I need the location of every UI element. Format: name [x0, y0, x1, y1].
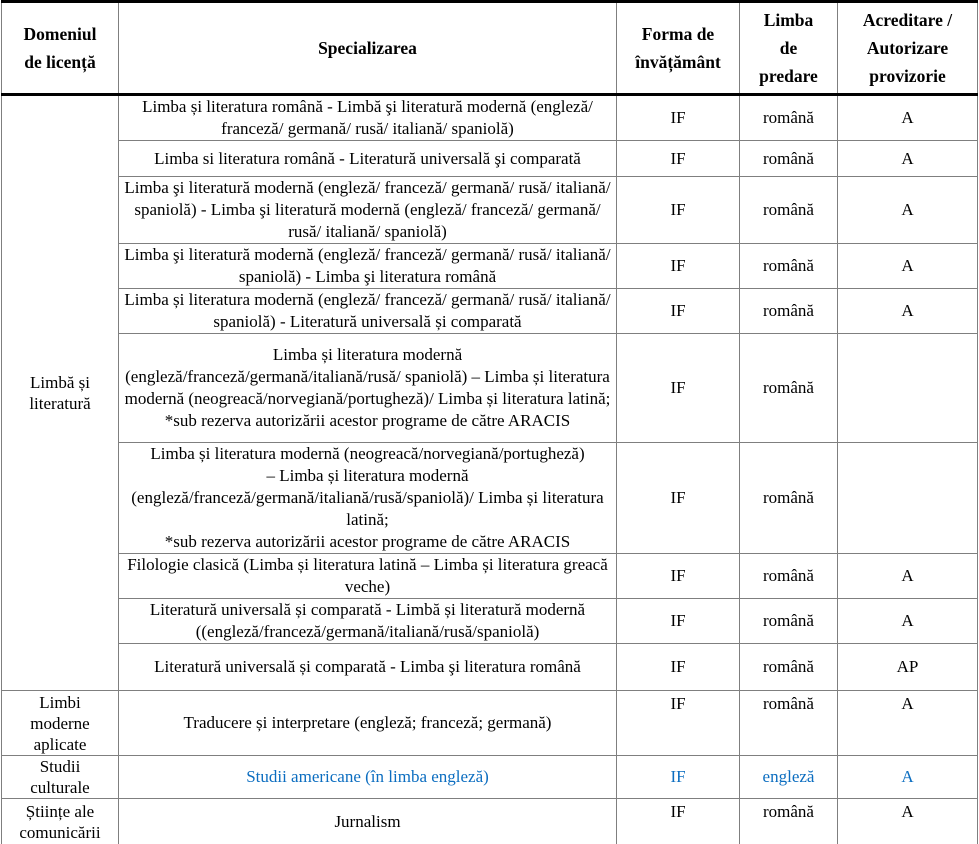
- spec-cell: Limba și literatura română - Limbă şi li…: [118, 94, 617, 141]
- table-row: Filologie clasică (Limba și literatura l…: [2, 553, 978, 599]
- spec-cell: Traducere și interpretare (engleză; fran…: [118, 690, 617, 756]
- header-cell-domeniul: Domeniul de licență: [1, 1, 119, 96]
- spec-cell: Limba şi literatură modernă (engleză/ fr…: [118, 243, 617, 289]
- domain-cell-stiinte-ale-comunicarii: Științe ale comunicării: [1, 798, 119, 844]
- table-row: Limbi moderne aplicate Traducere și inte…: [1, 690, 978, 756]
- table-row: Studii culturale Studii americane (în li…: [1, 755, 978, 799]
- spec-cell-studii-americane-link[interactable]: Studii americane (în limba engleză): [118, 755, 617, 799]
- form-cell: IF: [616, 798, 740, 844]
- accreditation-cell: A: [837, 755, 978, 799]
- spec-cell: Limba și literatura modernă (engleză/ fr…: [118, 288, 617, 334]
- spec-cell: Jurnalism: [118, 798, 617, 844]
- table-row: Literatură universală și comparată - Lim…: [2, 598, 978, 644]
- lang-cell: română: [739, 798, 838, 844]
- domain-cell-studii-culturale: Studii culturale: [1, 755, 119, 799]
- domain-cell-limbi-moderne-aplicate: Limbi moderne aplicate: [1, 690, 119, 756]
- header-cell-forma: Forma de învățământ: [616, 1, 740, 96]
- spec-cell: Limba și literatura modernă (engleză/fra…: [118, 333, 617, 443]
- accreditation-cell: A: [837, 798, 978, 844]
- lang-cell: română: [739, 598, 838, 644]
- header-cell-acreditare: Acreditare / Autorizare provizorie: [837, 1, 978, 96]
- table-row: Literatură universală și comparată - Lim…: [2, 643, 978, 691]
- spec-cell: Limba si literatura română - Literatură …: [118, 140, 617, 177]
- form-cell: IF: [616, 690, 740, 756]
- accreditation-cell: A: [837, 94, 978, 141]
- form-cell: IF: [616, 288, 740, 334]
- table-row: Limbă și literatură Limba și literatura …: [1, 94, 978, 691]
- table-row: Limba și literatura modernă (engleză/fra…: [2, 333, 978, 443]
- form-cell: IF: [616, 755, 740, 799]
- spec-cell: Limba și literatura modernă (neogreacă/n…: [118, 442, 617, 554]
- lang-cell: engleză: [739, 755, 838, 799]
- form-cell: IF: [616, 176, 740, 244]
- table-row: Limba și literatura modernă (engleză/ fr…: [2, 288, 978, 334]
- header-row: Domeniul de licență Specializarea Forma …: [1, 1, 978, 96]
- form-cell: IF: [616, 442, 740, 554]
- form-cell: IF: [616, 243, 740, 289]
- domain-cell-limba-si-literatura: Limbă și literatură: [1, 94, 119, 691]
- form-cell: IF: [616, 333, 740, 443]
- lang-cell: română: [739, 94, 838, 141]
- accreditation-cell: [837, 333, 978, 443]
- form-cell: IF: [616, 598, 740, 644]
- lang-cell: română: [739, 643, 838, 691]
- accreditation-cell: A: [837, 690, 978, 756]
- lang-cell: română: [739, 176, 838, 244]
- spec-cell: Literatură universală și comparată - Lim…: [118, 598, 617, 644]
- table-row: Limba şi literatură modernă (engleză/ fr…: [2, 243, 978, 289]
- form-cell: IF: [616, 140, 740, 177]
- accreditation-cell: [837, 442, 978, 554]
- lang-cell: română: [739, 553, 838, 599]
- lang-cell: română: [739, 333, 838, 443]
- form-cell: IF: [616, 643, 740, 691]
- accreditation-cell: A: [837, 553, 978, 599]
- lang-cell: română: [739, 288, 838, 334]
- accreditation-cell: A: [837, 176, 978, 244]
- lang-cell: română: [739, 243, 838, 289]
- accreditation-cell: A: [837, 243, 978, 289]
- header-cell-specializarea: Specializarea: [118, 1, 617, 96]
- lang-cell: română: [739, 140, 838, 177]
- accreditation-cell: AP: [837, 643, 978, 691]
- table-row: Limba și literatura modernă (neogreacă/n…: [2, 442, 978, 554]
- form-cell: IF: [616, 94, 740, 141]
- spec-cell: Filologie clasică (Limba și literatura l…: [118, 553, 617, 599]
- lang-cell: română: [739, 690, 838, 756]
- lang-cell: română: [739, 442, 838, 554]
- table-row: Limba şi literatură modernă (engleză/ fr…: [2, 176, 978, 244]
- accreditation-cell: A: [837, 598, 978, 644]
- spec-cell: Limba şi literatură modernă (engleză/ fr…: [118, 176, 617, 244]
- table-row: Științe ale comunicării Jurnalism IF rom…: [1, 798, 978, 844]
- header-cell-limba: Limba de predare: [739, 1, 838, 96]
- accreditation-cell: A: [837, 140, 978, 177]
- spec-cell: Literatură universală și comparată - Lim…: [118, 643, 617, 691]
- accreditation-cell: A: [837, 288, 978, 334]
- form-cell: IF: [616, 553, 740, 599]
- table-row: Limba si literatura română - Literatură …: [2, 140, 978, 177]
